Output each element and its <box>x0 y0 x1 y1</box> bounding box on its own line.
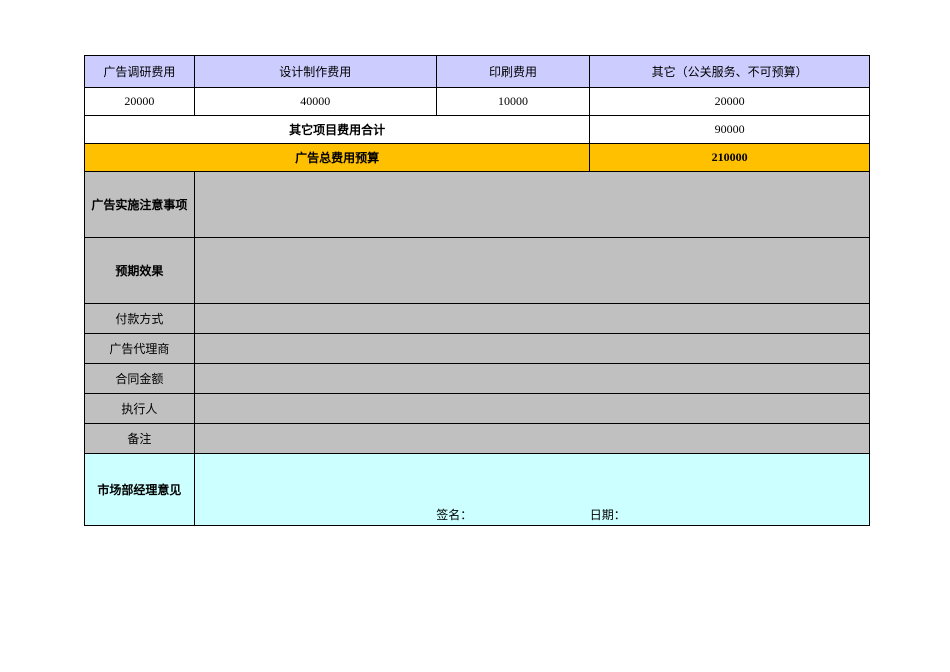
signature-label: 签名： <box>436 454 590 525</box>
value-design: 40000 <box>195 88 437 116</box>
contract-label: 合同金额 <box>85 364 195 394</box>
grand-total-row: 广告总费用预算 210000 <box>85 144 870 172</box>
grand-total-label: 广告总费用预算 <box>85 144 590 172</box>
remark-label: 备注 <box>85 424 195 454</box>
agent-label: 广告代理商 <box>85 334 195 364</box>
opinion-row: 市场部经理意见 签名： 日期： <box>85 454 870 526</box>
value-other: 20000 <box>590 88 870 116</box>
effect-row: 预期效果 <box>85 238 870 304</box>
grand-total-value: 210000 <box>590 144 870 172</box>
notes-row: 广告实施注意事项 <box>85 172 870 238</box>
contract-row: 合同金额 <box>85 364 870 394</box>
header-row: 广告调研费用 设计制作费用 印刷费用 其它（公关服务、不可预算） <box>85 56 870 88</box>
effect-value <box>195 238 870 304</box>
values-row: 20000 40000 10000 20000 <box>85 88 870 116</box>
header-design: 设计制作费用 <box>195 56 437 88</box>
date-label: 日期： <box>590 454 869 525</box>
header-print: 印刷费用 <box>437 56 591 88</box>
opinion-label: 市场部经理意见 <box>85 454 195 526</box>
remark-row: 备注 <box>85 424 870 454</box>
subtotal-label: 其它项目费用合计 <box>85 116 590 144</box>
budget-table: 广告调研费用 设计制作费用 印刷费用 其它（公关服务、不可预算） 20000 4… <box>84 55 870 526</box>
pay-label: 付款方式 <box>85 304 195 334</box>
effect-label: 预期效果 <box>85 238 195 304</box>
opinion-value: 签名： 日期： <box>195 454 870 526</box>
pay-value <box>195 304 870 334</box>
agent-value <box>195 334 870 364</box>
subtotal-row: 其它项目费用合计 90000 <box>85 116 870 144</box>
header-research: 广告调研费用 <box>85 56 195 88</box>
notes-value <box>195 172 870 238</box>
header-other: 其它（公关服务、不可预算） <box>590 56 870 88</box>
value-research: 20000 <box>85 88 195 116</box>
notes-label: 广告实施注意事项 <box>85 172 195 238</box>
exec-row: 执行人 <box>85 394 870 424</box>
remark-value <box>195 424 870 454</box>
agent-row: 广告代理商 <box>85 334 870 364</box>
exec-value <box>195 394 870 424</box>
exec-label: 执行人 <box>85 394 195 424</box>
opinion-blank <box>195 454 436 525</box>
value-print: 10000 <box>437 88 591 116</box>
contract-value <box>195 364 870 394</box>
subtotal-value: 90000 <box>590 116 870 144</box>
pay-row: 付款方式 <box>85 304 870 334</box>
